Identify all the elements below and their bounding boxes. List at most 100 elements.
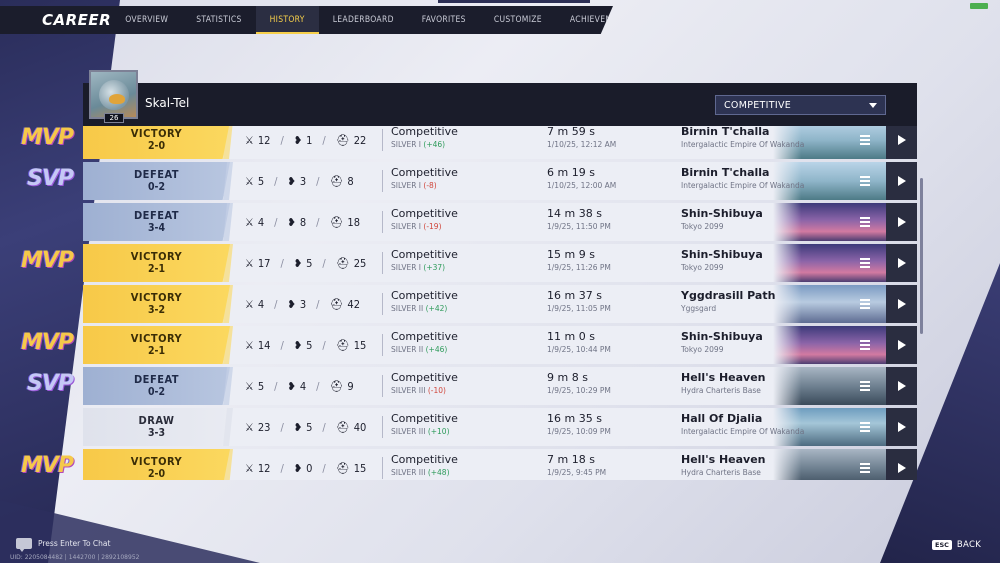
match-result-label: VICTORY — [130, 250, 183, 263]
kda-separator: / — [322, 420, 326, 434]
mode-label: Competitive — [391, 453, 458, 466]
match-mode: Competitive SILVER I (-19) — [391, 207, 458, 231]
result-stripe — [223, 285, 233, 323]
mode-label: Competitive — [391, 412, 458, 425]
replay-button[interactable] — [886, 449, 917, 480]
kills-value: 12 — [257, 133, 271, 147]
map-name: Hell's Heaven — [681, 453, 766, 466]
hamburger-icon[interactable] — [854, 292, 876, 316]
match-row[interactable]: DEFEAT 0-2 ⚔ 5 / ❥ 4 / ⛑ 9 Competitive S… — [83, 367, 917, 405]
match-row[interactable]: VICTORY 2-0 ⚔ 12 / ❥ 1 / ⛑ 22 Competitiv… — [83, 126, 917, 159]
back-button[interactable]: ESC BACK — [932, 540, 981, 550]
play-icon — [897, 299, 906, 309]
play-icon — [897, 340, 906, 350]
match-result-label: DEFEAT — [133, 168, 180, 181]
tab-favorites[interactable]: FAVORITES — [421, 15, 466, 25]
kills-value: 12 — [257, 461, 271, 475]
deaths-value: 3 — [299, 297, 307, 311]
chat-hint[interactable]: Press Enter To Chat — [16, 538, 110, 552]
replay-button[interactable] — [886, 203, 917, 241]
kda-separator: / — [274, 174, 278, 188]
esc-key-icon: ESC — [932, 540, 952, 550]
match-result: DEFEAT 0-2 — [83, 162, 230, 200]
top-navigation: CAREER OVERVIEW STATISTICS HISTORY LEADE… — [0, 6, 613, 34]
hamburger-icon[interactable] — [854, 415, 876, 439]
top-indicator-bar — [438, 0, 590, 3]
play-icon — [897, 217, 906, 227]
avatar[interactable] — [89, 70, 138, 119]
kda-stats: ⚔ 23 / ❥ 5 / ⛑ 40 — [245, 408, 366, 446]
hamburger-icon[interactable] — [854, 333, 876, 357]
match-row[interactable]: DEFEAT 0-2 ⚔ 5 / ❥ 3 / ⛑ 8 Competitive S… — [83, 162, 917, 200]
match-mode: Competitive SILVER III (-10) — [391, 371, 458, 395]
match-score: 2-0 — [147, 140, 166, 152]
match-datetime: 1/10/25, 12:12 AM — [547, 140, 617, 149]
replay-button[interactable] — [886, 126, 917, 159]
kills-value: 14 — [257, 338, 271, 352]
tab-customize[interactable]: CUSTOMIZE — [493, 15, 542, 25]
rank-label: SILVER I — [391, 263, 422, 272]
map-thumbnail — [773, 126, 886, 159]
replay-button[interactable] — [886, 326, 917, 364]
mvp-badge: MVP — [21, 330, 74, 355]
replay-button[interactable] — [886, 162, 917, 200]
duration-value: 16 m 35 s — [547, 412, 602, 425]
tab-statistics[interactable]: STATISTICS — [196, 15, 242, 25]
tab-overview[interactable]: OVERVIEW — [125, 15, 169, 25]
uid-text: UID: 2205084482 | 1442700 | 2892108952 — [10, 554, 140, 561]
column-divider — [382, 252, 383, 274]
rank-change: SILVER III (-10) — [391, 386, 458, 395]
match-row[interactable]: VICTORY 2-0 ⚔ 12 / ❥ 0 / ⛑ 15 Competitiv… — [83, 449, 917, 480]
mode-label: Competitive — [391, 166, 458, 179]
match-duration: 6 m 19 s 1/10/25, 12:00 AM — [547, 166, 616, 190]
map-region: Intergalactic Empire Of Wakanda — [681, 140, 805, 149]
match-map: Hell's Heaven Hydra Charteris Base — [681, 371, 766, 395]
broken-heart-icon: ❥ — [293, 256, 303, 270]
list-scrollbar[interactable] — [920, 178, 923, 334]
duration-value: 16 m 37 s — [547, 289, 602, 302]
match-result: VICTORY 3-2 — [83, 285, 230, 323]
mode-dropdown[interactable]: COMPETITIVE — [715, 95, 886, 115]
match-result: DRAW 3-3 — [83, 408, 230, 446]
match-result-label: VICTORY — [130, 291, 183, 304]
replay-button[interactable] — [886, 244, 917, 282]
match-row[interactable]: DRAW 3-3 ⚔ 23 / ❥ 5 / ⛑ 40 Competitive S… — [83, 408, 917, 446]
tab-achievements[interactable]: ACHIEVEMENTS — [569, 15, 634, 25]
map-region: Hydra Charteris Base — [681, 468, 761, 477]
match-mode: Competitive SILVER III (+48) — [391, 453, 458, 477]
kda-separator: / — [316, 174, 320, 188]
map-name: Birnin T'challa — [681, 166, 770, 179]
replay-button[interactable] — [886, 367, 917, 405]
hamburger-icon[interactable] — [854, 128, 876, 152]
map-region: Intergalactic Empire Of Wakanda — [681, 181, 805, 190]
match-duration: 14 m 38 s 1/9/25, 11:50 PM — [547, 207, 611, 231]
hamburger-icon[interactable] — [854, 169, 876, 193]
match-row[interactable]: VICTORY 3-2 ⚔ 4 / ❥ 3 / ⛑ 42 Competitive… — [83, 285, 917, 323]
kda-separator: / — [280, 461, 284, 475]
match-datetime: 1/9/25, 11:26 PM — [547, 263, 611, 272]
replay-button[interactable] — [886, 408, 917, 446]
replay-button[interactable] — [886, 285, 917, 323]
back-label: BACK — [956, 540, 982, 550]
match-datetime: 1/9/25, 11:05 PM — [547, 304, 611, 313]
helmet-icon: ⛑ — [335, 338, 350, 352]
hamburger-icon[interactable] — [854, 456, 876, 480]
mvp-badge: MVP — [21, 125, 74, 150]
match-result-label: DEFEAT — [133, 373, 180, 386]
hamburger-icon[interactable] — [854, 374, 876, 398]
hamburger-icon[interactable] — [854, 210, 876, 234]
match-row[interactable]: VICTORY 2-1 ⚔ 14 / ❥ 5 / ⛑ 15 Competitiv… — [83, 326, 917, 364]
tab-history[interactable]: HISTORY — [255, 6, 319, 34]
match-history-list[interactable]: VICTORY 2-0 ⚔ 12 / ❥ 1 / ⛑ 22 Competitiv… — [83, 126, 917, 480]
match-map: Birnin T'challa Intergalactic Empire Of … — [681, 166, 804, 190]
tab-leaderboard[interactable]: LEADERBOARD — [332, 15, 394, 25]
mode-label: Competitive — [391, 248, 458, 261]
mode-label: Competitive — [391, 289, 458, 302]
deaths-value: 3 — [299, 174, 307, 188]
match-row[interactable]: VICTORY 2-1 ⚔ 17 / ❥ 5 / ⛑ 25 Competitiv… — [83, 244, 917, 282]
match-score: 0-2 — [147, 386, 166, 398]
match-row[interactable]: DEFEAT 3-4 ⚔ 4 / ❥ 8 / ⛑ 18 Competitive … — [83, 203, 917, 241]
match-result: VICTORY 2-0 — [83, 449, 230, 480]
hamburger-icon[interactable] — [854, 251, 876, 275]
kda-stats: ⚔ 12 / ❥ 0 / ⛑ 15 — [245, 449, 366, 480]
